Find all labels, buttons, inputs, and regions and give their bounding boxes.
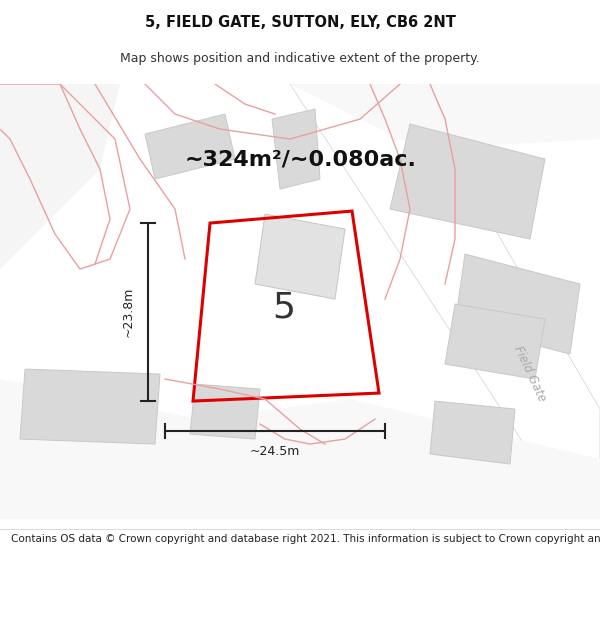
Text: ~24.5m: ~24.5m xyxy=(250,444,300,458)
Text: Contains OS data © Crown copyright and database right 2021. This information is : Contains OS data © Crown copyright and d… xyxy=(11,534,600,544)
Polygon shape xyxy=(150,84,600,149)
Polygon shape xyxy=(0,84,120,269)
Text: Field Gate: Field Gate xyxy=(511,344,548,404)
Text: 5: 5 xyxy=(272,290,295,324)
Polygon shape xyxy=(390,124,545,239)
Text: ~23.8m: ~23.8m xyxy=(121,287,134,338)
Polygon shape xyxy=(145,114,235,179)
Text: Map shows position and indicative extent of the property.: Map shows position and indicative extent… xyxy=(120,52,480,65)
Polygon shape xyxy=(290,84,600,469)
Polygon shape xyxy=(0,379,600,519)
Text: 5, FIELD GATE, SUTTON, ELY, CB6 2NT: 5, FIELD GATE, SUTTON, ELY, CB6 2NT xyxy=(145,15,455,30)
Polygon shape xyxy=(445,304,545,379)
Polygon shape xyxy=(455,254,580,354)
Polygon shape xyxy=(255,214,345,299)
Polygon shape xyxy=(190,384,260,439)
Polygon shape xyxy=(430,401,515,464)
Polygon shape xyxy=(20,369,160,444)
Text: ~324m²/~0.080ac.: ~324m²/~0.080ac. xyxy=(185,149,417,169)
Polygon shape xyxy=(272,109,320,189)
